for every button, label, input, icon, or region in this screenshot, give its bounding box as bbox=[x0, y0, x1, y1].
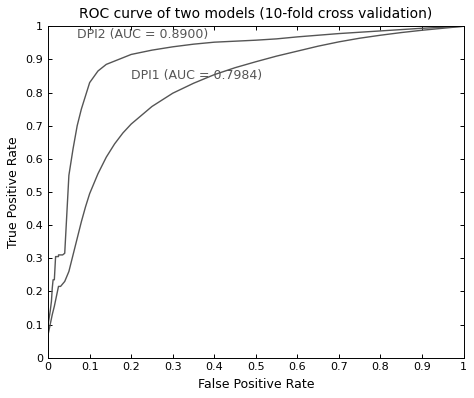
Text: DPI2 (AUC = 0.8900): DPI2 (AUC = 0.8900) bbox=[77, 28, 209, 41]
Title: ROC curve of two models (10-fold cross validation): ROC curve of two models (10-fold cross v… bbox=[79, 7, 432, 21]
Y-axis label: True Positive Rate: True Positive Rate bbox=[7, 136, 20, 248]
X-axis label: False Positive Rate: False Positive Rate bbox=[198, 378, 314, 391]
Text: DPI1 (AUC = 0.7984): DPI1 (AUC = 0.7984) bbox=[131, 69, 262, 82]
